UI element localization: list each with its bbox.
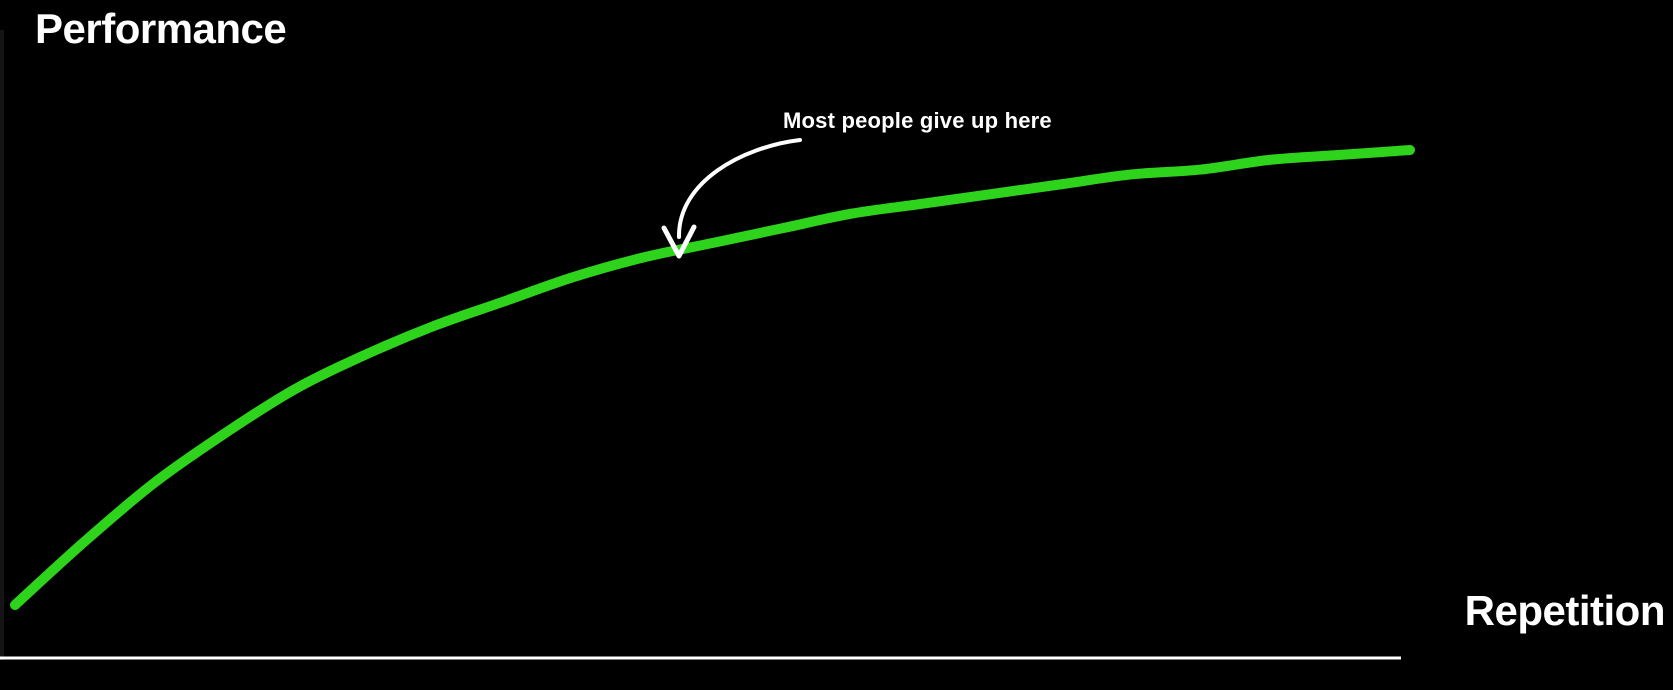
annotation-arrow [661, 138, 802, 259]
performance-curve [10, 145, 1415, 610]
annotation-arrow-shaft [676, 138, 802, 239]
annotation-arrow-head [661, 224, 697, 259]
